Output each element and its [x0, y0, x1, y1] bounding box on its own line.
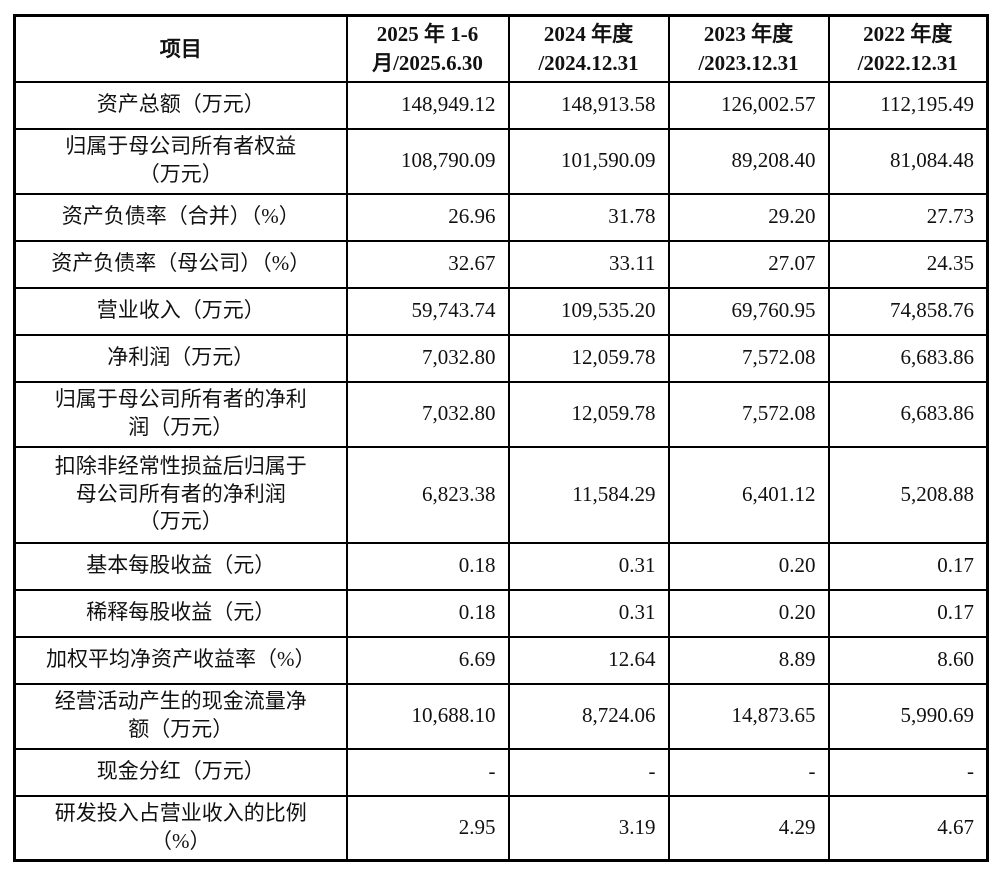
row-value: 12.64: [507, 635, 670, 685]
row-label: 归属于母公司所有者权益 （万元）: [13, 127, 348, 195]
row-value: 108,790.09: [345, 127, 510, 195]
row-label: 稀释每股收益（元）: [13, 588, 348, 638]
row-value: 24.35: [827, 239, 989, 289]
row-value: 6,823.38: [345, 445, 510, 544]
financial-summary-table: 项目 2025 年 1-6 月/2025.6.30 2024 年度 /2024.…: [13, 14, 989, 862]
row-value: -: [507, 747, 670, 797]
table-row: 资产总额（万元） 148,949.12 148,913.58 126,002.57 11…: [13, 80, 989, 130]
header-period-2024: 2024 年度 /2024.12.31: [507, 14, 670, 83]
row-value: 112,195.49: [827, 80, 989, 130]
table-row: 资产负债率（合并）（%） 26.96 31.78 29.20 27.73: [13, 192, 989, 242]
row-label: 基本每股收益（元）: [13, 541, 348, 591]
table-row: 营业收入（万元） 59,743.74 109,535.20 69,760.95 74,8…: [13, 286, 989, 336]
row-value: 5,990.69: [827, 682, 989, 750]
row-value: 109,535.20: [507, 286, 670, 336]
table-row: 资产负债率（母公司）（%） 32.67 33.11 27.07 24.35: [13, 239, 989, 289]
row-value: 31.78: [507, 192, 670, 242]
table-row: 净利润（万元） 7,032.80 12,059.78 7,572.08 6,683.86: [13, 333, 989, 383]
header-period-2022: 2022 年度 /2022.12.31: [827, 14, 989, 83]
row-value: 0.31: [507, 541, 670, 591]
row-value: 7,572.08: [667, 380, 830, 448]
row-value: 0.31: [507, 588, 670, 638]
row-value: 4.67: [827, 794, 989, 862]
row-value: 14,873.65: [667, 682, 830, 750]
row-label: 现金分红（万元）: [13, 747, 348, 797]
row-value: 6,683.86: [827, 380, 989, 448]
row-value: 29.20: [667, 192, 830, 242]
row-value: 148,949.12: [345, 80, 510, 130]
table-row: 研发投入占营业收入的比例 （%） 2.95 3.19 4.29 4.67: [13, 794, 989, 862]
row-value: 81,084.48: [827, 127, 989, 195]
row-value: 12,059.78: [507, 333, 670, 383]
table-row: 扣除非经常性损益后归属于 母公司所有者的净利润 （万元） 6,823.38 11,5…: [13, 445, 989, 544]
header-period-2025: 2025 年 1-6 月/2025.6.30: [345, 14, 510, 83]
table-row: 经营活动产生的现金流量净 额（万元） 10,688.10 8,724.06 14,87…: [13, 682, 989, 750]
row-value: 6,683.86: [827, 333, 989, 383]
row-value: 69,760.95: [667, 286, 830, 336]
table-row: 现金分红（万元） - - - -: [13, 747, 989, 797]
row-value: 59,743.74: [345, 286, 510, 336]
row-value: 11,584.29: [507, 445, 670, 544]
row-value: 3.19: [507, 794, 670, 862]
header-period-2023: 2023 年度 /2023.12.31: [667, 14, 830, 83]
row-value: 0.17: [827, 588, 989, 638]
row-value: 101,590.09: [507, 127, 670, 195]
row-value: 8.89: [667, 635, 830, 685]
row-label: 经营活动产生的现金流量净 额（万元）: [13, 682, 348, 750]
row-value: 8.60: [827, 635, 989, 685]
row-label: 资产负债率（母公司）（%）: [13, 239, 348, 289]
row-value: 7,032.80: [345, 333, 510, 383]
row-label: 研发投入占营业收入的比例 （%）: [13, 794, 348, 862]
row-value: 0.17: [827, 541, 989, 591]
row-value: 27.73: [827, 192, 989, 242]
row-value: 4.29: [667, 794, 830, 862]
header-item-column: 项目: [13, 14, 348, 83]
row-label: 营业收入（万元）: [13, 286, 348, 336]
row-label: 加权平均净资产收益率（%）: [13, 635, 348, 685]
row-label: 资产负债率（合并）（%）: [13, 192, 348, 242]
table-header: 项目 2025 年 1-6 月/2025.6.30 2024 年度 /2024.…: [13, 14, 989, 83]
row-label: 资产总额（万元）: [13, 80, 348, 130]
row-value: 0.18: [345, 541, 510, 591]
row-label: 归属于母公司所有者的净利 润（万元）: [13, 380, 348, 448]
row-value: 74,858.76: [827, 286, 989, 336]
row-value: 0.18: [345, 588, 510, 638]
row-value: 126,002.57: [667, 80, 830, 130]
row-value: 5,208.88: [827, 445, 989, 544]
row-value: -: [827, 747, 989, 797]
row-value: 12,059.78: [507, 380, 670, 448]
row-value: 27.07: [667, 239, 830, 289]
row-value: 26.96: [345, 192, 510, 242]
row-value: -: [667, 747, 830, 797]
row-value: 89,208.40: [667, 127, 830, 195]
row-value: 6.69: [345, 635, 510, 685]
row-value: 148,913.58: [507, 80, 670, 130]
row-value: 7,572.08: [667, 333, 830, 383]
table-row: 基本每股收益（元） 0.18 0.31 0.20 0.17: [13, 541, 989, 591]
row-value: 2.95: [345, 794, 510, 862]
table-row: 稀释每股收益（元） 0.18 0.31 0.20 0.17: [13, 588, 989, 638]
row-value: 33.11: [507, 239, 670, 289]
table-row: 归属于母公司所有者的净利 润（万元） 7,032.80 12,059.78 7,572…: [13, 380, 989, 448]
row-label: 净利润（万元）: [13, 333, 348, 383]
row-value: 32.67: [345, 239, 510, 289]
row-value: -: [345, 747, 510, 797]
row-value: 0.20: [667, 588, 830, 638]
row-value: 7,032.80: [345, 380, 510, 448]
row-value: 6,401.12: [667, 445, 830, 544]
row-value: 8,724.06: [507, 682, 670, 750]
table-row: 加权平均净资产收益率（%） 6.69 12.64 8.89 8.60: [13, 635, 989, 685]
row-value: 0.20: [667, 541, 830, 591]
row-value: 10,688.10: [345, 682, 510, 750]
table-row: 归属于母公司所有者权益 （万元） 108,790.09 101,590.09 89,2…: [13, 127, 989, 195]
header-row: 项目 2025 年 1-6 月/2025.6.30 2024 年度 /2024.…: [13, 14, 989, 83]
table-body: 资产总额（万元） 148,949.12 148,913.58 126,002.57 11…: [13, 80, 989, 862]
row-label: 扣除非经常性损益后归属于 母公司所有者的净利润 （万元）: [13, 445, 348, 544]
